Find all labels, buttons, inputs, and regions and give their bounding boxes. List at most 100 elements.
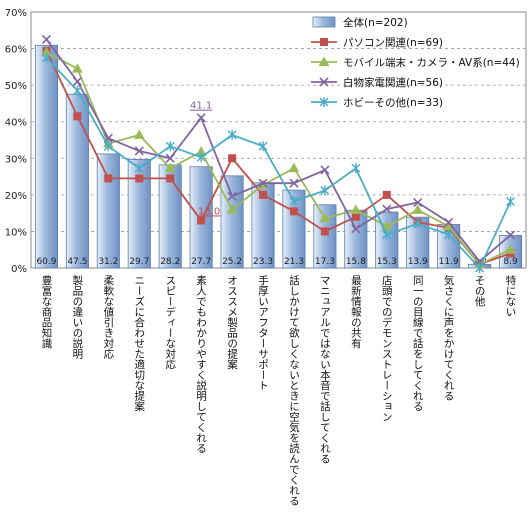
- line-point: [258, 141, 268, 152]
- line-point: [134, 146, 144, 156]
- line-series-group: [41, 34, 516, 273]
- bar-series: 60.9 47.5 31.2 29.7 28.2 27.7 25.2 23.3 21.3 17.3…: [34, 44, 523, 269]
- legend-label: ホビーその他(n=33): [343, 96, 443, 109]
- line-series: [41, 52, 516, 273]
- bar-value-label: 47.5: [67, 257, 87, 267]
- grid-lines: [30, 11, 527, 269]
- legend-item: パソコン関連(n=69): [311, 36, 443, 49]
- category-label: ニーズに合わせた適切な提案: [133, 275, 145, 412]
- line-point: [320, 185, 330, 196]
- bar: [282, 189, 306, 269]
- line-point: [413, 197, 423, 208]
- bar: [220, 175, 244, 269]
- category-label: 話しかけて欲しくないときに空気を読んでくれる: [288, 274, 300, 506]
- y-tick-label: 60%: [5, 45, 27, 56]
- line-point: [319, 97, 329, 107]
- y-tick-label: 20%: [5, 191, 27, 202]
- line-point: [350, 204, 362, 214]
- line-point: [505, 230, 516, 240]
- category-label: 最新情報の共有: [350, 275, 362, 349]
- line-point: [506, 196, 516, 207]
- line-point: [72, 76, 82, 87]
- category-label: 店頭でのデモンストレーション: [381, 274, 393, 422]
- bar-value-label: 27.7: [191, 257, 211, 267]
- line-point: [382, 204, 392, 214]
- line-point: [104, 174, 113, 183]
- bar-value-label: 25.2: [222, 257, 242, 267]
- series-line: [46, 51, 511, 266]
- line-point: [165, 141, 175, 152]
- category-label: スピーディーな対応: [164, 275, 176, 370]
- line-point: [197, 216, 206, 225]
- series-line: [45, 57, 512, 270]
- legend-label: パソコン関連(n=69): [343, 36, 443, 49]
- legend-item: 全体(n=202): [312, 16, 408, 29]
- bar-value-label: 15.3: [377, 257, 397, 267]
- line-point: [351, 163, 361, 174]
- line-point: [318, 56, 330, 66]
- legend-label: 全体(n=202): [343, 16, 408, 29]
- category-label: 柔軟な値引き対応: [102, 275, 114, 359]
- bar: [313, 204, 337, 269]
- category-label: 同一の目線で話をしてくれる: [412, 275, 424, 412]
- series-line: [45, 50, 511, 266]
- line-point: [382, 229, 392, 240]
- category-label: 素人でもわかりやすく説明してくれる: [195, 274, 207, 453]
- plot-area: [30, 11, 527, 269]
- bar-value-label: 31.2: [98, 257, 118, 267]
- line-point: [227, 191, 237, 201]
- line-point: [412, 204, 424, 214]
- bar: [65, 93, 89, 269]
- line-point: [228, 154, 237, 163]
- line-point: [351, 224, 361, 234]
- category-labels: 豊富な商品知識 製品の違いの説明 柔軟な値引き対応 ニーズに合わせた適切な提案 スピーデ…: [40, 274, 516, 506]
- line-series: [41, 46, 516, 269]
- line-point: [72, 85, 82, 96]
- y-tick-label: 40%: [5, 118, 27, 129]
- line-point: [288, 162, 300, 173]
- category-label: 豊富な商品知識: [40, 274, 52, 349]
- line-point: [73, 112, 82, 121]
- bar-value-label: 29.7: [129, 257, 149, 267]
- line-point: [444, 229, 454, 240]
- line-point: [103, 141, 113, 152]
- bar-value-label: 23.3: [253, 257, 273, 267]
- line-point: [351, 212, 360, 221]
- line-point: [135, 174, 144, 183]
- line-point: [258, 178, 268, 188]
- series-line: [45, 38, 512, 263]
- category-label: 製品の違いの説明: [71, 274, 83, 360]
- category-label: オススメ製品の提案: [226, 275, 238, 370]
- line-point: [133, 129, 145, 139]
- line-point: [165, 153, 175, 163]
- bar-value-label: 21.3: [284, 257, 304, 267]
- y-tick-label: 50%: [5, 81, 27, 92]
- line-point: [382, 190, 391, 199]
- line-point: [166, 174, 175, 183]
- bar: [406, 216, 430, 269]
- bar: [127, 158, 151, 269]
- line-point: [320, 165, 330, 175]
- bar-value-label: 17.3: [315, 257, 335, 267]
- legend-label: 白物家電関連(n=56): [343, 76, 443, 89]
- line-point: [444, 217, 454, 227]
- bar-value-label: 60.9: [36, 257, 56, 267]
- y-axis: 0% 10% 20% 30% 40% 50% 60% 70%: [5, 8, 27, 275]
- line-point: [505, 244, 516, 254]
- line-point: [320, 227, 329, 236]
- annotations: 41.1 13.0: [190, 101, 220, 218]
- category-label: 特にない: [505, 275, 517, 317]
- line-point: [134, 163, 144, 174]
- line-point: [289, 178, 299, 188]
- legend-item: モバイル端末・カメラ・AV系(n=44): [311, 56, 520, 69]
- bar: [375, 211, 399, 269]
- legend-swatch: [312, 16, 336, 28]
- legend-item: 白物家電関連(n=56): [311, 76, 443, 89]
- line-series: [42, 46, 515, 269]
- legend-item: ホビーその他(n=33): [311, 96, 443, 109]
- bar: [96, 153, 120, 269]
- line-point: [196, 113, 206, 123]
- line-point: [196, 152, 206, 163]
- legend: 全体(n=202) パソコン関連(n=69) モバイル端末・カメラ・AV系(n=44…: [311, 16, 520, 109]
- line-point: [72, 63, 83, 73]
